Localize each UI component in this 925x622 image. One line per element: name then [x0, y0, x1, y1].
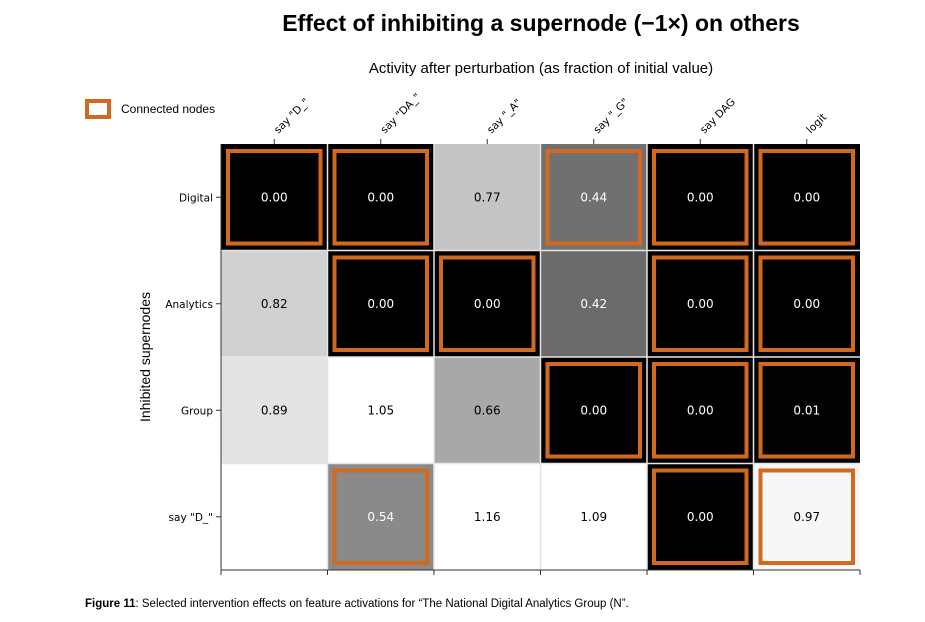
heatmap-cell	[647, 250, 754, 357]
y-tick-label: say "D_"	[169, 512, 213, 524]
cell-value-label: 0.00	[687, 403, 714, 417]
cell-value-label: 0.54	[367, 510, 394, 524]
legend-swatch-connected	[85, 99, 111, 119]
connected-outline	[652, 362, 749, 459]
x-tick-label: logit	[804, 111, 829, 136]
heatmap-cell	[221, 144, 328, 251]
heatmap-cell	[327, 463, 434, 570]
heatmap-cell	[434, 463, 541, 570]
cell-value-label: 0.00	[687, 297, 714, 311]
heatmap-cell	[327, 357, 434, 464]
cell-value-label: 0.42	[580, 297, 607, 311]
heatmap-cell	[647, 357, 754, 464]
heatmap-cell	[327, 250, 434, 357]
connected-outline	[758, 149, 855, 246]
x-tick-label: say "DA_"	[378, 91, 423, 136]
connected-outline	[332, 468, 429, 565]
y-axis-label: Inhibited supernodes	[137, 292, 153, 422]
cell-value-label: 0.00	[687, 190, 714, 204]
y-tick-label: Digital	[179, 192, 213, 204]
y-tick-label: Analytics	[165, 299, 213, 311]
heatmap-cell	[221, 357, 328, 464]
chart-title: Effect of inhibiting a supernode (−1×) o…	[282, 10, 800, 36]
connected-outline	[652, 468, 749, 565]
cell-value-label: 0.01	[793, 403, 820, 417]
figure-caption: Figure 11: Selected intervention effects…	[85, 598, 629, 610]
legend: Connected nodes	[85, 99, 215, 119]
connected-outline	[545, 362, 642, 459]
heatmap-cell	[221, 463, 328, 570]
heatmap-cell	[327, 144, 434, 251]
cell-value-label: 0.00	[474, 297, 501, 311]
chart-subtitle: Activity after perturbation (as fraction…	[368, 60, 714, 77]
cell-value-label: 0.89	[261, 403, 288, 417]
heatmap-cell	[753, 463, 860, 570]
heatmap-cell	[221, 250, 328, 357]
cell-value-label: 0.77	[474, 190, 501, 204]
cell-value-label: 0.00	[687, 510, 714, 524]
cell-value-label: 1.16	[474, 510, 501, 524]
heatmap-cell	[753, 144, 860, 251]
cell-value-label: 0.00	[580, 403, 607, 417]
cell-value-label: 1.09	[580, 510, 607, 524]
heatmap-cell	[540, 463, 647, 570]
x-tick-label: say "_G"	[591, 96, 631, 136]
cell-value-label: 0.66	[474, 403, 501, 417]
heatmap-cell	[647, 144, 754, 251]
cell-value-label: 0.82	[261, 297, 288, 311]
connected-outline	[758, 255, 855, 352]
heatmap-cell	[753, 250, 860, 357]
cell-value-label: 0.00	[367, 190, 394, 204]
x-tick-label: say "_A"	[485, 97, 524, 136]
cell-value-label: 0.97	[793, 510, 820, 524]
connected-outline	[332, 255, 429, 352]
connected-outline	[652, 149, 749, 246]
connected-outline	[226, 149, 323, 246]
x-tick-label: say DAG	[698, 96, 738, 136]
heatmap-cell	[647, 463, 754, 570]
heatmap-cell	[434, 357, 541, 464]
heatmap-cell	[753, 357, 860, 464]
caption-text: : Selected intervention effects on featu…	[135, 598, 629, 610]
cell-value-label: 1.05	[367, 403, 394, 417]
y-tick-label: Group	[181, 405, 213, 417]
legend-label: Connected nodes	[121, 102, 216, 116]
heatmap-cell	[434, 250, 541, 357]
heatmap-cell	[540, 250, 647, 357]
heatmap-cell	[434, 144, 541, 251]
x-tick-label: say "D_"	[272, 96, 312, 136]
connected-outline	[758, 362, 855, 459]
cell-value-label: 0.00	[261, 190, 288, 204]
figure-number: Figure 11	[85, 598, 136, 610]
connected-outline	[758, 468, 855, 565]
heatmap-cell	[540, 357, 647, 464]
cell-value-label: 0.44	[580, 190, 607, 204]
cell-value-label: 0.00	[367, 297, 394, 311]
connected-outline	[439, 255, 536, 352]
connected-outline	[652, 255, 749, 352]
cell-value-label: 0.00	[793, 297, 820, 311]
cell-value-label: 0.00	[793, 190, 820, 204]
connected-outline	[545, 149, 642, 246]
connected-outline	[332, 149, 429, 246]
heatmap-cell	[540, 144, 647, 251]
